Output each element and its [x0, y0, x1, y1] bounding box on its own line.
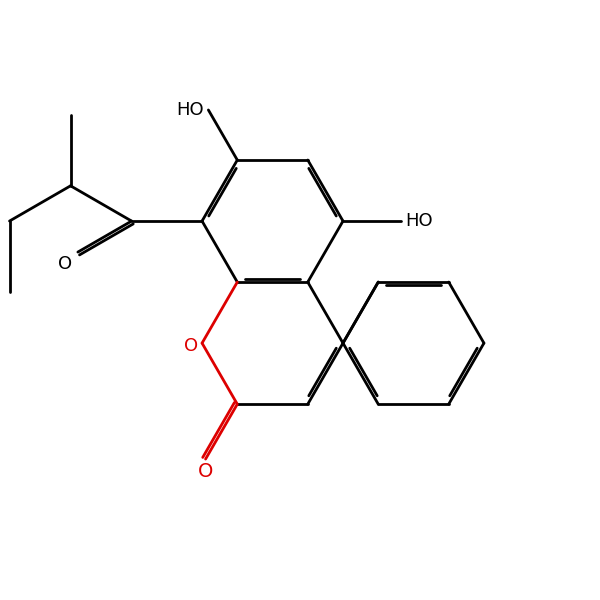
Text: HO: HO — [406, 212, 433, 230]
Text: HO: HO — [176, 101, 203, 119]
Text: O: O — [58, 255, 72, 273]
Text: O: O — [198, 462, 213, 481]
Text: O: O — [184, 337, 199, 355]
